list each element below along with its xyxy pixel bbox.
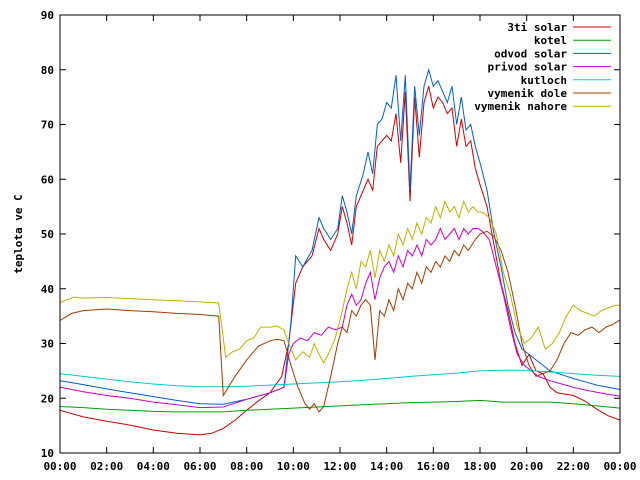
y-tick-label: 60 — [41, 173, 54, 186]
y-tick-label: 30 — [41, 338, 54, 351]
x-tick-label: 16:00 — [417, 460, 450, 473]
y-tick-label: 90 — [41, 9, 54, 22]
series-line-6 — [59, 199, 620, 364]
legend-label: kotel — [534, 34, 567, 47]
legend-label: vymenik dole — [488, 87, 568, 100]
series-line-4 — [59, 369, 621, 388]
x-tick-label: 04:00 — [137, 460, 170, 473]
y-tick-label: 50 — [41, 228, 54, 241]
series-layer — [59, 67, 621, 436]
y-tick-label: 10 — [41, 447, 54, 460]
y-tick-label: 40 — [41, 283, 54, 296]
x-tick-label: 18:00 — [463, 460, 496, 473]
x-tick-label: 02:00 — [90, 460, 123, 473]
series-line-5 — [59, 230, 621, 413]
x-tick-label: 00:00 — [43, 460, 76, 473]
x-tick-label: 08:00 — [230, 460, 263, 473]
legend-label: odvod solar — [494, 47, 567, 60]
x-tick-label: 14:00 — [370, 460, 403, 473]
series-line-0 — [59, 86, 621, 436]
x-tick-label: 00:00 — [603, 460, 636, 473]
y-tick-label: 70 — [41, 119, 54, 132]
x-tick-label: 20:00 — [510, 460, 543, 473]
x-tick-label: 12:00 — [323, 460, 356, 473]
x-tick-label: 22:00 — [557, 460, 590, 473]
legend-label: privod solar — [488, 61, 568, 74]
series-line-1 — [59, 399, 621, 413]
legend-label: 3ti solar — [507, 21, 567, 34]
x-tick-label: 10:00 — [277, 460, 310, 473]
legend-label: vymenik nahore — [474, 100, 567, 113]
legend-label: kutloch — [521, 74, 567, 87]
y-tick-label: 80 — [41, 64, 54, 77]
ticks-layer: 10 20 30 40 50 60 70 80 90 00:00 02:00 04:00 06:00 08… — [41, 9, 637, 473]
series-line-3 — [59, 227, 621, 409]
y-axis-label: teplota ve C — [12, 194, 25, 273]
y-tick-label: 20 — [41, 392, 54, 405]
x-tick-label: 06:00 — [183, 460, 216, 473]
